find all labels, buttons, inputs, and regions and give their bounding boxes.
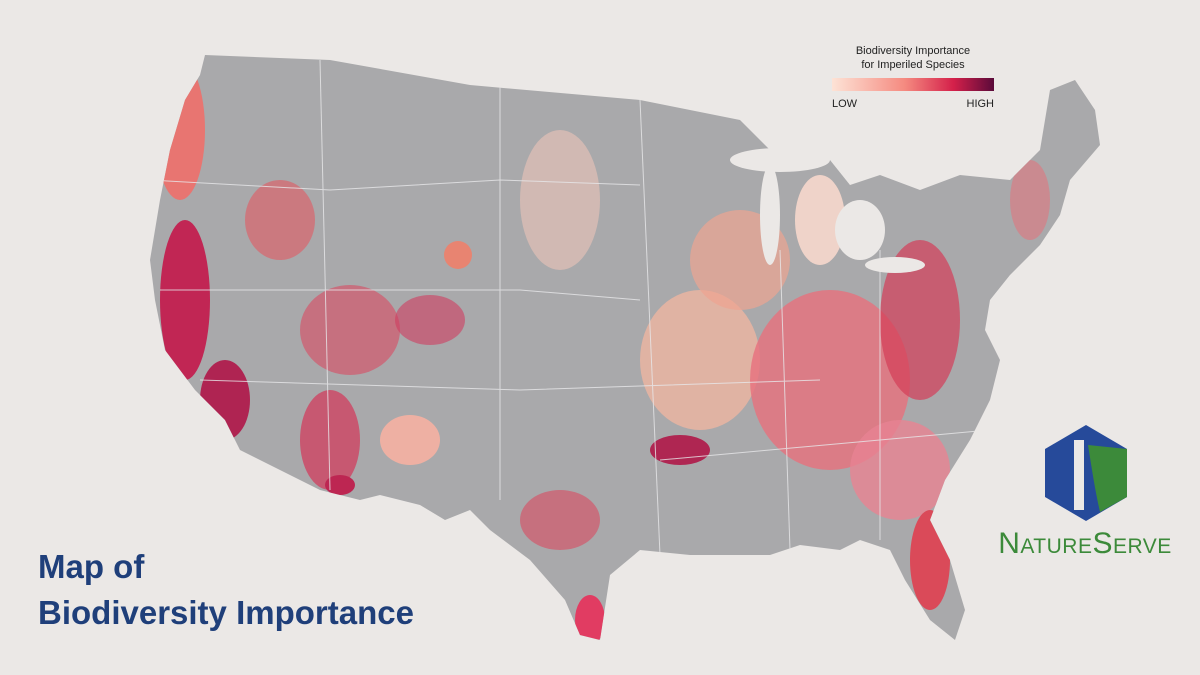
legend: Biodiversity Importance for Imperiled Sp… bbox=[832, 45, 994, 110]
area bbox=[200, 360, 250, 440]
title: Map of Biodiversity Importance bbox=[38, 548, 414, 631]
importance-areas bbox=[155, 60, 1050, 640]
area bbox=[155, 60, 205, 200]
lake bbox=[865, 257, 925, 273]
area bbox=[750, 290, 910, 470]
border bbox=[150, 179, 641, 191]
logo-gap bbox=[1074, 440, 1084, 510]
area bbox=[300, 390, 360, 490]
area bbox=[520, 490, 600, 550]
legend-high: HIGH bbox=[967, 98, 995, 110]
title-line: Biodiversity Importance bbox=[38, 594, 414, 631]
legend-low: LOW bbox=[832, 98, 858, 110]
area bbox=[1010, 160, 1050, 240]
area bbox=[880, 240, 960, 400]
land bbox=[150, 55, 1100, 640]
legend-title: for Imperiled Species bbox=[861, 59, 965, 71]
area bbox=[640, 290, 760, 430]
area bbox=[910, 510, 950, 610]
border bbox=[160, 289, 641, 301]
logo-text: NatureServe bbox=[998, 527, 1172, 560]
area bbox=[850, 420, 950, 520]
border bbox=[639, 99, 661, 556]
area bbox=[300, 285, 400, 375]
area bbox=[245, 180, 315, 260]
state-borders bbox=[150, 59, 991, 556]
logo-leaf bbox=[1088, 445, 1127, 512]
lake bbox=[835, 200, 885, 260]
area bbox=[395, 295, 465, 345]
area bbox=[380, 415, 440, 465]
area bbox=[160, 220, 210, 380]
area bbox=[450, 535, 500, 575]
border bbox=[779, 249, 791, 551]
area bbox=[650, 435, 710, 465]
area bbox=[444, 241, 472, 269]
legend-title: Biodiversity Importance bbox=[856, 45, 970, 57]
border bbox=[319, 59, 331, 491]
lake bbox=[760, 165, 780, 265]
logo: NatureServe bbox=[998, 425, 1172, 560]
area bbox=[795, 175, 845, 265]
area bbox=[520, 130, 600, 270]
area bbox=[575, 595, 605, 640]
legend-ramp bbox=[832, 78, 994, 91]
great-lakes bbox=[730, 148, 925, 273]
us-map bbox=[150, 55, 1100, 640]
area bbox=[325, 475, 355, 495]
border bbox=[199, 379, 821, 391]
border bbox=[659, 429, 991, 461]
title-line: Map of bbox=[38, 548, 145, 585]
lake bbox=[730, 148, 830, 172]
